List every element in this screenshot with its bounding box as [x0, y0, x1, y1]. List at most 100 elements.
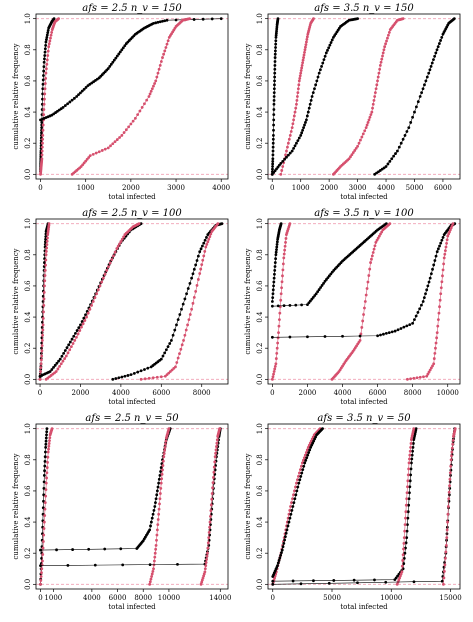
data-point [159, 60, 163, 63]
data-point [100, 280, 104, 284]
series-3 [271, 427, 418, 583]
data-point [299, 582, 303, 586]
data-point [427, 370, 431, 374]
series-4 [332, 17, 405, 176]
data-point [140, 105, 144, 109]
data-point [79, 91, 82, 95]
data-point [200, 263, 204, 267]
data-point [298, 468, 302, 472]
data-point [375, 238, 379, 242]
series-line [272, 428, 455, 585]
data-point [286, 141, 290, 145]
data-point [122, 131, 126, 134]
data-point [108, 65, 112, 68]
data-point [178, 313, 182, 316]
data-point [41, 97, 44, 101]
data-point [301, 61, 305, 65]
data-point [307, 106, 311, 110]
data-point [44, 445, 48, 449]
data-point [106, 146, 110, 150]
data-point [282, 304, 286, 308]
data-point [85, 315, 88, 319]
data-point [447, 493, 451, 497]
data-point [434, 341, 438, 345]
data-point [204, 245, 208, 249]
data-point [380, 57, 384, 61]
data-point [292, 493, 295, 497]
data-point [208, 520, 212, 524]
data-point [41, 316, 45, 320]
data-point [305, 38, 309, 41]
data-point [288, 335, 292, 339]
data-point [273, 67, 277, 71]
data-point [281, 262, 285, 266]
data-point [394, 152, 397, 155]
panel-title: afs = 2.5 n_v = 100 [82, 208, 182, 219]
data-point [209, 232, 213, 236]
data-point [416, 310, 420, 314]
data-point [42, 297, 46, 301]
data-point [203, 567, 207, 571]
data-point [39, 582, 42, 586]
data-point [207, 531, 211, 534]
y-tick-label: 0.4 [24, 311, 32, 323]
data-point [43, 274, 47, 277]
y-tick-label: 1.0 [24, 218, 32, 229]
data-point [290, 508, 294, 512]
data-point [393, 329, 397, 333]
data-point [40, 121, 44, 124]
data-point [403, 134, 407, 137]
data-point [207, 237, 211, 241]
data-point [39, 579, 43, 582]
data-point [427, 71, 431, 75]
data-point [271, 375, 275, 379]
data-point [364, 293, 368, 297]
data-point [294, 106, 298, 110]
chart-panel-5: 0 1000 4000 6000 8000 10000 14000 0.0 0.2 0.4 0.6 0… [12, 413, 231, 611]
data-point [114, 56, 118, 60]
data-point [401, 137, 405, 141]
data-point [308, 448, 312, 452]
data-point [42, 74, 45, 77]
data-point [436, 247, 440, 251]
data-point [206, 240, 210, 244]
data-point [312, 439, 316, 443]
data-point [207, 536, 211, 540]
data-point [205, 558, 208, 561]
data-point [192, 267, 196, 271]
data-point [155, 489, 159, 493]
data-point [426, 284, 430, 288]
chart-panel-3: 0 2000 4000 6000 8000 0.0 0.2 0.4 0.6 0.8 1.0 total… [12, 208, 229, 406]
data-point [96, 288, 100, 292]
data-point [327, 581, 331, 585]
data-point [121, 46, 125, 50]
data-point [442, 262, 446, 266]
data-point [439, 292, 443, 296]
data-point [402, 541, 406, 545]
data-point [312, 579, 315, 583]
data-point [411, 449, 414, 453]
x-tick-label: 2000 [320, 184, 338, 192]
data-point [285, 155, 288, 159]
data-point [158, 502, 161, 506]
data-point [164, 348, 168, 352]
data-point [158, 63, 162, 67]
data-point [437, 42, 441, 45]
data-point [425, 288, 429, 292]
data-point [440, 579, 444, 583]
data-point [154, 501, 157, 505]
data-point [370, 110, 374, 114]
series-line [272, 428, 417, 582]
data-point [438, 244, 441, 248]
x-tick-label: 2000 [72, 389, 90, 397]
data-point [164, 442, 167, 446]
data-point [302, 456, 306, 460]
data-point [95, 292, 99, 296]
series-6 [139, 222, 220, 381]
data-point [154, 79, 158, 83]
data-point [43, 261, 46, 264]
data-point [297, 79, 301, 83]
data-point [306, 453, 310, 457]
data-point [40, 336, 44, 340]
data-point [109, 144, 112, 148]
